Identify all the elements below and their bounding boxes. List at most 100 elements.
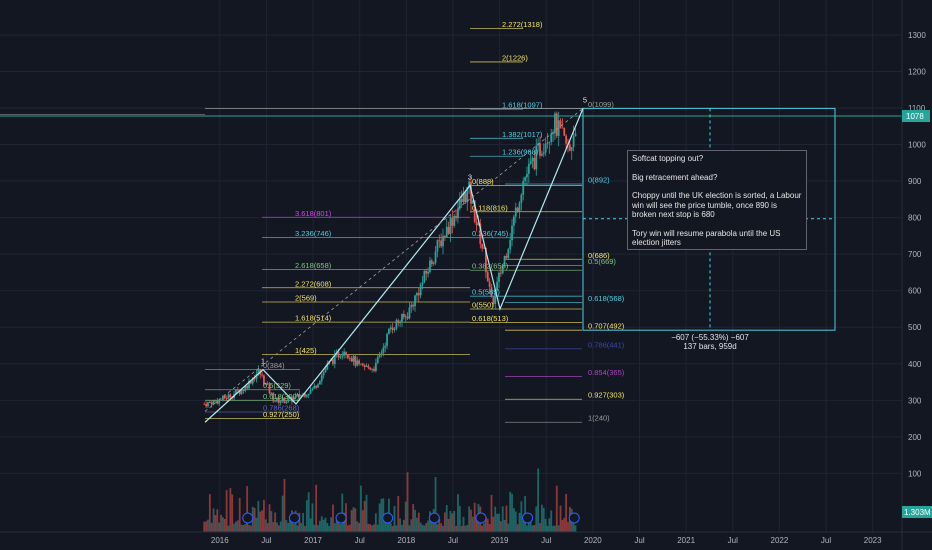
annotation-note[interactable]: Softcat topping out? Big retracement ahe… — [627, 150, 807, 250]
volume-bar — [352, 507, 355, 532]
candle-body — [520, 194, 523, 203]
fib-level-label: 0.707(492) — [588, 322, 625, 331]
candle-body — [509, 240, 512, 250]
volume-bar — [395, 525, 398, 532]
volume-bar — [324, 517, 327, 532]
candle-body — [333, 353, 336, 365]
volume-bars — [203, 468, 580, 532]
wave-drawings — [0, 107, 902, 423]
candle-body — [496, 281, 499, 291]
fib-level-label: 2.272(608) — [295, 279, 332, 288]
volume-bar — [322, 519, 325, 532]
trend-dashed — [204, 108, 584, 412]
candle-body — [388, 328, 390, 334]
candle-body — [208, 402, 211, 403]
volume-bar — [212, 508, 215, 532]
candle-body — [324, 369, 327, 373]
volume-bar — [462, 516, 465, 532]
volume-bar — [481, 525, 484, 532]
fib-level-label: 0.118(816) — [472, 203, 508, 212]
volume-bar — [443, 512, 446, 532]
fib-level-label: 1(240) — [588, 414, 610, 423]
wave-label: 5 — [583, 95, 587, 104]
fib-level-label: 1(425) — [295, 346, 317, 355]
volume-bar — [540, 504, 543, 532]
volume-bar — [531, 525, 534, 532]
candle-body — [471, 200, 474, 204]
candle-body — [369, 367, 372, 370]
candle-body — [360, 363, 362, 365]
volume-bar — [214, 515, 217, 532]
volume-bar — [401, 524, 403, 532]
volume-bar — [542, 507, 545, 532]
candlesticks — [203, 111, 577, 409]
volume-bar — [333, 523, 336, 532]
volume-bar — [339, 524, 342, 532]
candle-body — [427, 271, 429, 274]
candle-body — [492, 297, 495, 304]
candle-body — [251, 378, 254, 384]
candle-body — [486, 272, 489, 282]
volume-bar — [559, 505, 562, 532]
volume-bar — [430, 519, 433, 532]
candle-body — [294, 395, 297, 398]
time-tick-label: Jul — [821, 536, 831, 545]
volume-bar — [470, 509, 472, 532]
volume-bar — [539, 522, 541, 532]
candle-body — [358, 360, 360, 365]
candle-body — [255, 373, 258, 379]
candle-body — [318, 381, 321, 385]
candle-body — [281, 397, 284, 402]
volume-bar — [535, 506, 538, 532]
candle-body — [462, 192, 465, 202]
candle-body — [423, 270, 426, 283]
candle-body — [470, 181, 472, 204]
volume-bar — [442, 525, 444, 532]
time-tick-label: 2017 — [304, 536, 322, 545]
candle-body — [516, 207, 519, 212]
candle-body — [572, 136, 575, 148]
candle-body — [298, 394, 301, 397]
candle-body — [371, 368, 374, 370]
candle-body — [216, 401, 219, 404]
volume-bar — [457, 494, 459, 532]
volume-bar — [257, 500, 260, 532]
candle-body — [246, 385, 249, 389]
fib-level-label: 2.618(658) — [295, 261, 332, 270]
wave-path — [204, 108, 584, 423]
volume-bar — [419, 522, 422, 532]
candle-body — [348, 358, 351, 359]
candle-body — [361, 363, 364, 366]
volume-bar — [369, 524, 372, 532]
candle-body — [434, 251, 437, 263]
volume-bar — [225, 490, 228, 532]
candle-body — [399, 322, 402, 324]
candle-body — [229, 394, 232, 398]
volume-bar — [326, 522, 329, 532]
candle-body — [393, 328, 396, 330]
candle-body — [552, 133, 554, 135]
volume-bar — [229, 488, 232, 532]
volume-bar — [412, 504, 415, 532]
candle-body — [367, 365, 370, 368]
volume-bar — [249, 525, 252, 532]
volume-bar — [453, 511, 456, 532]
volume-bar — [264, 519, 267, 532]
volume-bar — [374, 513, 377, 532]
volume-bar — [205, 521, 208, 532]
time-tick-label: 2018 — [397, 536, 415, 545]
volume-bar — [466, 524, 469, 532]
candle-body — [429, 260, 431, 272]
candle-body — [485, 247, 487, 273]
volume-bar — [309, 518, 312, 532]
volume-bar — [473, 502, 476, 532]
candle-body — [350, 358, 353, 362]
candle-body — [203, 403, 206, 405]
candle-body — [494, 290, 497, 304]
time-tick-label: 2022 — [771, 536, 789, 545]
volume-bar — [563, 517, 566, 532]
price-tick-label: 800 — [908, 214, 922, 223]
fib-level-label: 0.786(268) — [263, 404, 300, 413]
candle-body — [263, 375, 265, 385]
